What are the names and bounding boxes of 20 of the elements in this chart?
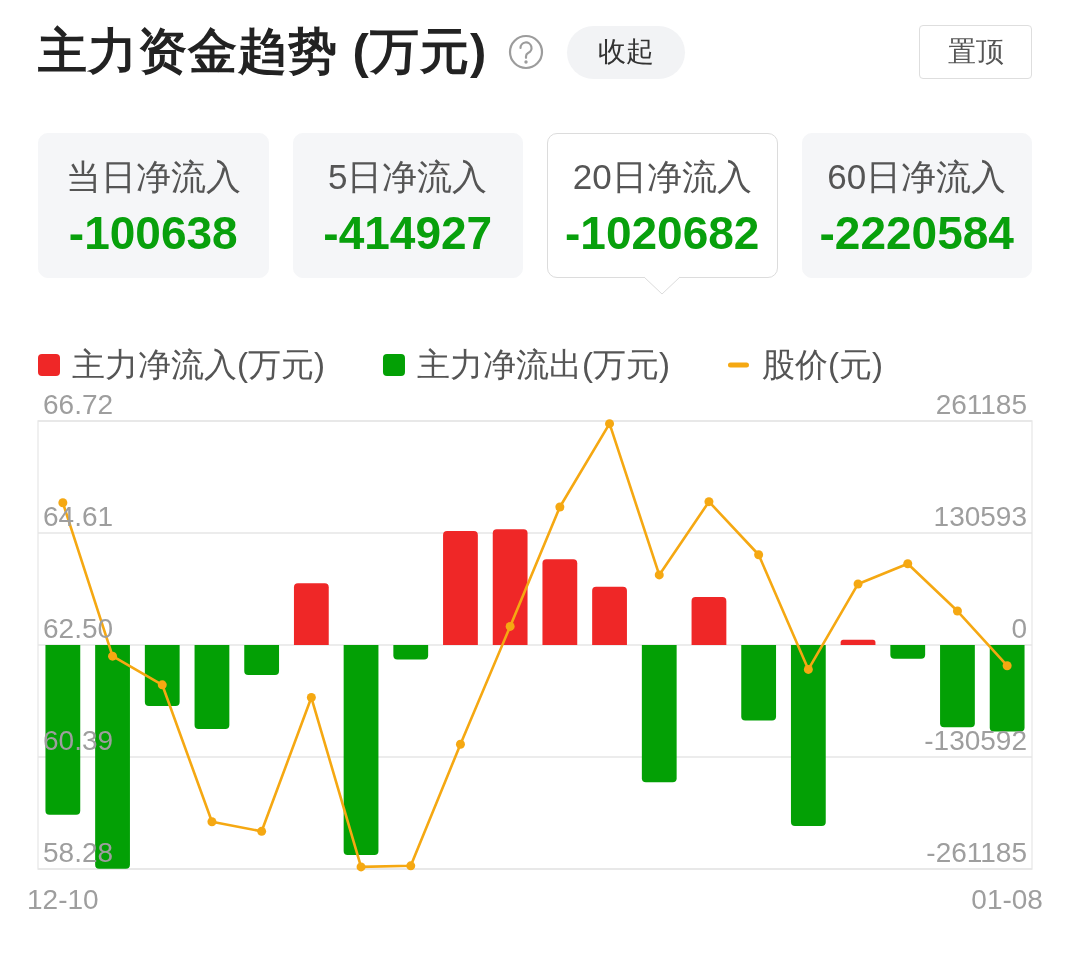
data-label: -1020682 [564, 206, 761, 261]
y-tick-label: 66.72 [43, 389, 114, 420]
y2-tick-label: 261185 [935, 389, 1027, 420]
legend-label: 股价(元) [761, 346, 883, 383]
category-label: 当日净流入 [64, 156, 242, 198]
x-tick-label: 01-08 [971, 884, 1043, 915]
text: 主力资金趋势 (万元) [38, 23, 488, 80]
x-tick-label: 12-10 [27, 884, 99, 915]
y2-tick-label: 0 [1011, 613, 1027, 644]
text: 置顶 [919, 25, 1032, 79]
y2-tick-label: 130593 [933, 501, 1027, 532]
category-label: 5日净流入 [327, 156, 489, 198]
data-label: -100638 [67, 206, 239, 261]
category-label: 60日净流入 [826, 156, 1008, 198]
text: 收起 [567, 25, 686, 79]
category-label: 20日净流入 [571, 156, 753, 198]
data-label: -414927 [322, 206, 494, 261]
y2-tick-label: -261185 [926, 837, 1027, 868]
y2-tick-label: -130592 [924, 725, 1027, 756]
data-label: -2220584 [818, 206, 1015, 261]
